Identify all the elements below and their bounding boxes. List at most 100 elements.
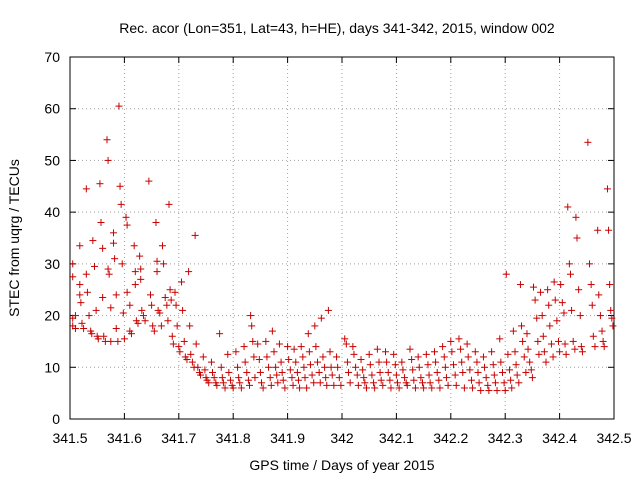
data-point [516, 281, 524, 289]
data-point [141, 317, 149, 325]
data-point [608, 314, 616, 322]
data-point [425, 371, 433, 379]
data-point [166, 286, 174, 294]
data-point [357, 356, 365, 364]
data-point [520, 353, 528, 361]
data-point [213, 381, 221, 389]
data-point [561, 340, 569, 348]
data-point [507, 376, 515, 384]
data-point [535, 350, 543, 358]
data-point [69, 260, 77, 268]
data-point [114, 337, 122, 345]
data-point [327, 363, 335, 371]
data-point [294, 376, 302, 384]
data-point [290, 345, 298, 353]
data-point [419, 379, 427, 387]
data-point [149, 322, 157, 330]
data-point [469, 384, 477, 392]
data-point [134, 319, 142, 327]
data-point [504, 350, 512, 358]
data-point [538, 312, 546, 320]
data-point [607, 306, 615, 314]
data-point [237, 384, 245, 392]
data-point [131, 281, 139, 289]
data-point [97, 218, 105, 226]
data-point [216, 330, 224, 338]
data-points [69, 102, 617, 395]
data-point [167, 296, 175, 304]
data-point [185, 268, 193, 276]
data-point [317, 314, 325, 322]
y-tick-label: 50 [44, 152, 60, 168]
data-point [247, 312, 255, 320]
data-point [484, 381, 492, 389]
data-point [442, 374, 450, 382]
data-point [441, 363, 449, 371]
data-point [254, 340, 262, 348]
data-point [186, 322, 194, 330]
data-point [110, 239, 118, 247]
data-point [77, 299, 85, 307]
y-tick-label: 60 [44, 101, 60, 117]
x-tick-label: 341.5 [52, 430, 87, 446]
data-point [172, 301, 180, 309]
data-point [411, 384, 419, 392]
data-point [263, 353, 271, 361]
data-point [169, 340, 177, 348]
data-point [80, 325, 88, 332]
data-point [250, 353, 258, 361]
data-point [188, 358, 196, 366]
data-point [319, 353, 327, 361]
data-point [123, 288, 131, 296]
data-point [234, 363, 242, 371]
x-tick-label: 342.1 [379, 430, 414, 446]
data-point [136, 252, 144, 260]
data-point [513, 371, 521, 379]
data-point [509, 327, 517, 335]
data-point [225, 368, 233, 376]
data-point [221, 384, 229, 392]
data-point [303, 384, 311, 392]
data-point [497, 358, 505, 366]
data-point [534, 337, 542, 345]
data-point [577, 343, 585, 351]
data-point [386, 376, 394, 384]
data-point [286, 366, 294, 374]
data-point [568, 306, 576, 314]
data-point [289, 381, 297, 389]
data-point [477, 387, 485, 395]
data-point [571, 345, 579, 353]
y-tick-label: 20 [44, 308, 60, 324]
data-point [519, 337, 527, 345]
data-point [229, 384, 237, 392]
data-point [156, 309, 164, 317]
data-point [587, 281, 595, 289]
data-point [342, 340, 350, 348]
data-point [361, 379, 369, 387]
data-point [197, 371, 205, 379]
data-point [399, 366, 407, 374]
data-point [392, 371, 400, 379]
data-point [393, 379, 401, 387]
data-point [555, 337, 563, 345]
data-point [104, 156, 112, 164]
data-point [573, 234, 581, 242]
data-point [299, 353, 307, 361]
data-point [408, 356, 416, 364]
data-point [482, 374, 490, 382]
data-point [528, 374, 536, 382]
data-point [160, 260, 168, 268]
data-point [352, 363, 360, 371]
data-point [89, 237, 97, 245]
data-point [382, 348, 390, 356]
data-point [145, 177, 153, 185]
data-point [265, 363, 273, 371]
data-point [433, 368, 441, 376]
data-point [82, 270, 90, 278]
data-point [323, 381, 331, 389]
y-tick-label: 40 [44, 204, 60, 220]
data-point [475, 379, 483, 387]
data-point [424, 361, 432, 369]
data-point [432, 358, 440, 366]
